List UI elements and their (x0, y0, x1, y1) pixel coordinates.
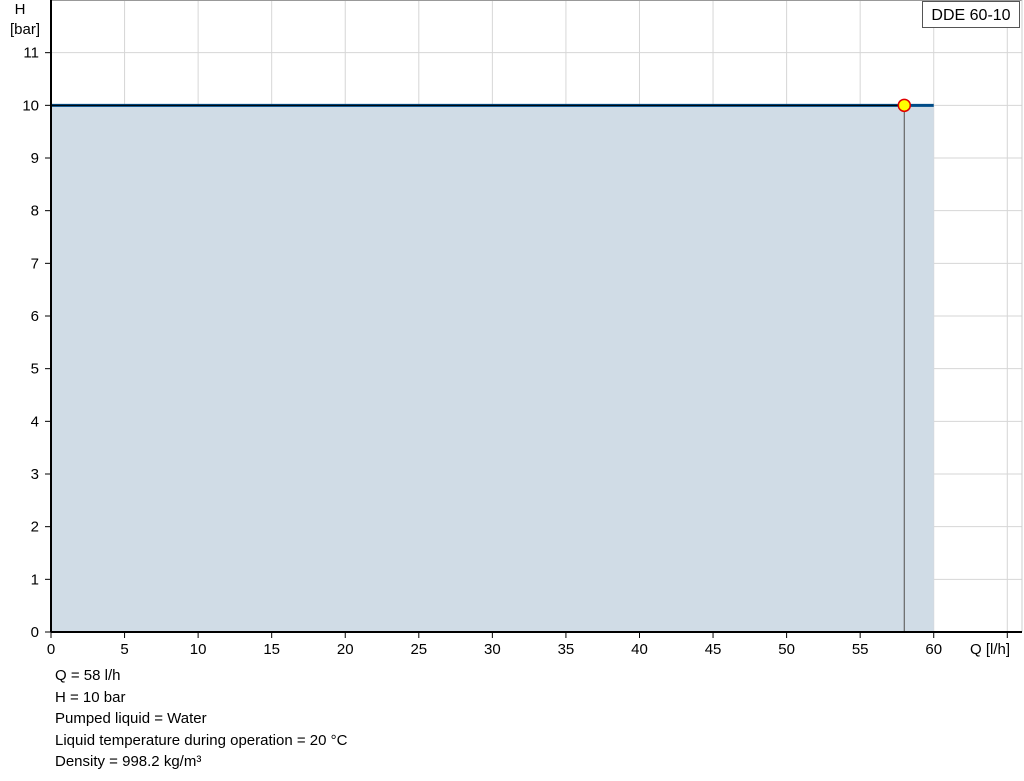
x-tick-label: 30 (484, 641, 501, 658)
x-tick-label: 35 (558, 641, 575, 658)
y-tick-label: 9 (31, 150, 39, 167)
y-axis-label: H (15, 1, 26, 18)
x-tick-label: 45 (705, 641, 722, 658)
y-tick-label: 2 (31, 519, 39, 536)
y-tick-label: 1 (31, 571, 39, 588)
y-tick-label: 0 (31, 624, 39, 641)
operating-point (897, 98, 912, 113)
x-tick-label: 10 (190, 641, 207, 658)
y-tick-label: 10 (22, 97, 39, 114)
y-tick-label: 7 (31, 255, 39, 272)
y-tick-label: 3 (31, 466, 39, 483)
y-tick-label: 8 (31, 203, 39, 220)
operating-info: Q = 58 l/h H = 10 bar Pumped liquid = Wa… (55, 665, 347, 773)
x-tick-label: 0 (47, 641, 55, 658)
y-tick-label: 11 (23, 45, 39, 62)
info-head: H = 10 bar (55, 688, 126, 706)
info-liquid: Pumped liquid = Water (55, 710, 207, 728)
x-tick-label: 50 (778, 641, 795, 658)
x-tick-label: 55 (852, 641, 869, 658)
y-tick-label: 6 (31, 308, 39, 325)
x-tick-label: 25 (410, 641, 427, 658)
y-axis-unit: [bar] (10, 21, 40, 38)
info-density: Density = 998.2 kg/m³ (55, 753, 202, 771)
x-tick-label: 5 (120, 641, 128, 658)
y-tick-label: 5 (31, 361, 39, 378)
x-axis-label: Q [l/h] (970, 641, 1010, 658)
info-temperature: Liquid temperature during operation = 20… (55, 731, 348, 749)
x-tick-label: 15 (263, 641, 280, 658)
x-tick-label: 60 (925, 641, 942, 658)
legend-pump-model: DDE 60-10 (922, 1, 1020, 28)
curve-area (51, 105, 934, 633)
info-flow: Q = 58 l/h (55, 667, 121, 684)
y-tick-label: 4 (31, 413, 39, 430)
x-tick-label: 40 (631, 641, 648, 658)
x-tick-label: 20 (337, 641, 354, 658)
